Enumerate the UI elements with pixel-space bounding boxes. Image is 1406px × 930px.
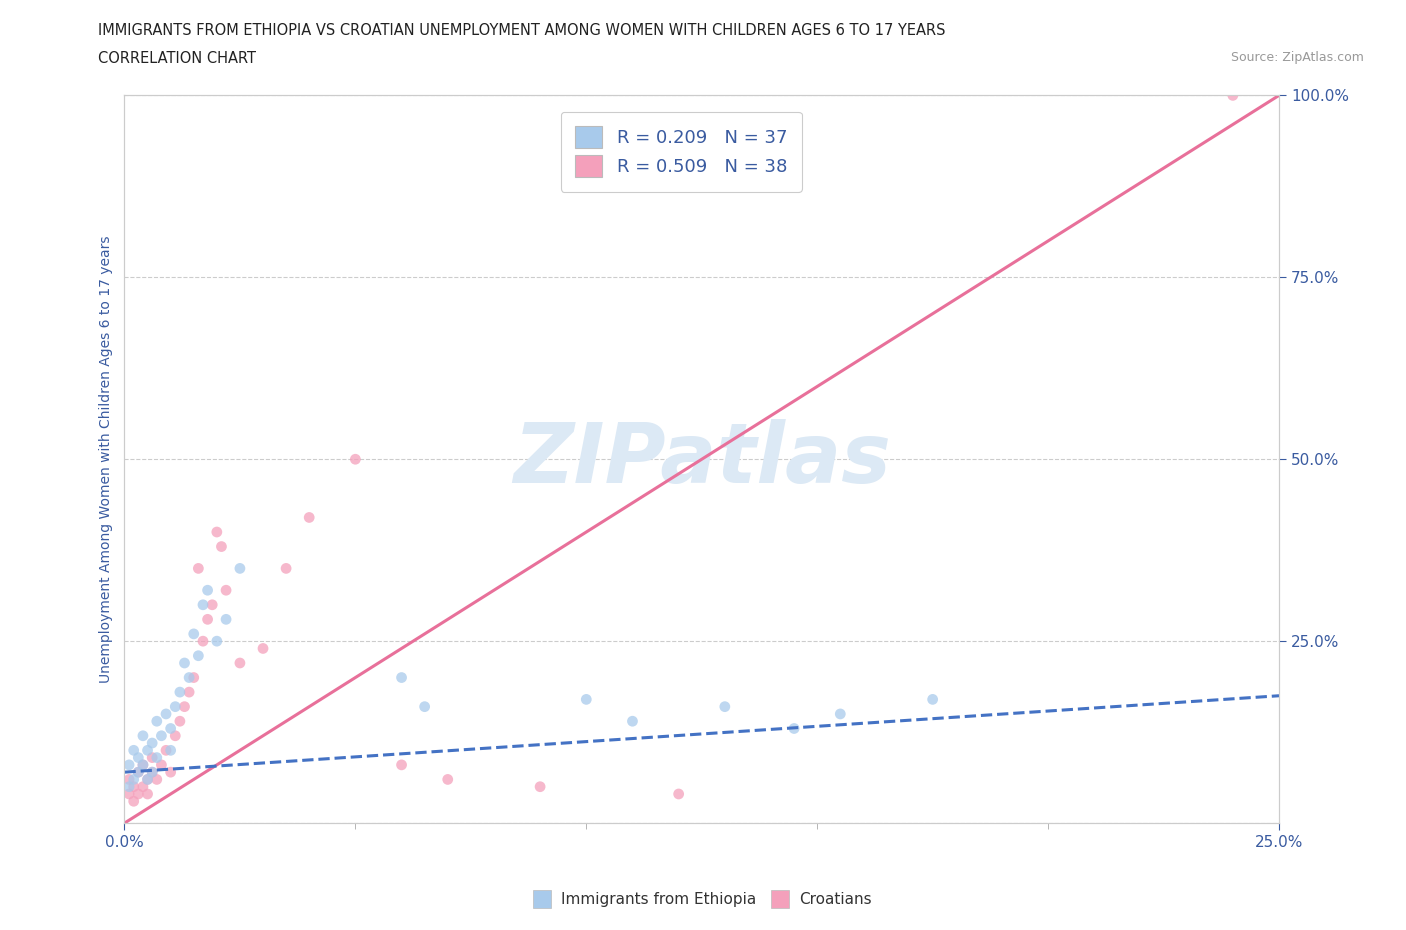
Point — [122, 779, 145, 794]
Point — [783, 721, 806, 736]
Point — [141, 764, 163, 779]
Point — [274, 561, 297, 576]
Point — [146, 751, 169, 765]
Point — [173, 699, 195, 714]
Point — [183, 671, 205, 685]
Point — [187, 561, 209, 576]
Point — [921, 692, 943, 707]
Point — [118, 772, 141, 787]
Point — [215, 612, 238, 627]
Point — [197, 612, 219, 627]
Point — [159, 764, 181, 779]
Point — [529, 779, 551, 794]
Point — [436, 772, 458, 787]
Point — [165, 728, 187, 743]
Point — [830, 707, 852, 722]
Point — [191, 597, 214, 612]
Legend: R = 0.209   N = 37, R = 0.509   N = 38: R = 0.209 N = 37, R = 0.509 N = 38 — [561, 112, 801, 192]
Point — [187, 648, 209, 663]
Point — [118, 787, 141, 802]
Point — [668, 787, 690, 802]
Point — [229, 561, 252, 576]
Point — [136, 743, 159, 758]
Point — [122, 794, 145, 809]
Point — [391, 671, 413, 685]
Point — [344, 452, 367, 467]
Point — [173, 656, 195, 671]
Point — [127, 764, 149, 779]
Point — [179, 684, 201, 699]
Point — [391, 757, 413, 772]
Point — [298, 510, 321, 525]
Point — [136, 787, 159, 802]
Point — [229, 656, 252, 671]
Point — [150, 728, 173, 743]
Point — [211, 539, 233, 554]
Point — [179, 671, 201, 685]
Point — [155, 707, 177, 722]
Point — [132, 779, 155, 794]
Point — [159, 743, 181, 758]
Point — [136, 772, 159, 787]
Point — [150, 757, 173, 772]
Text: CORRELATION CHART: CORRELATION CHART — [98, 51, 256, 66]
Point — [205, 525, 228, 539]
Legend: Immigrants from Ethiopia, Croatians: Immigrants from Ethiopia, Croatians — [527, 886, 879, 913]
Point — [141, 764, 163, 779]
Y-axis label: Unemployment Among Women with Children Ages 6 to 17 years: Unemployment Among Women with Children A… — [100, 235, 114, 683]
Point — [159, 721, 181, 736]
Point — [127, 787, 149, 802]
Text: IMMIGRANTS FROM ETHIOPIA VS CROATIAN UNEMPLOYMENT AMONG WOMEN WITH CHILDREN AGES: IMMIGRANTS FROM ETHIOPIA VS CROATIAN UNE… — [98, 23, 946, 38]
Point — [575, 692, 598, 707]
Point — [141, 736, 163, 751]
Point — [252, 641, 274, 656]
Point — [122, 743, 145, 758]
Point — [132, 757, 155, 772]
Point — [169, 684, 191, 699]
Point — [201, 597, 224, 612]
Point — [191, 633, 214, 648]
Point — [714, 699, 737, 714]
Point — [122, 772, 145, 787]
Point — [205, 633, 228, 648]
Point — [132, 728, 155, 743]
Point — [127, 751, 149, 765]
Point — [118, 757, 141, 772]
Point — [127, 764, 149, 779]
Point — [118, 779, 141, 794]
Point — [169, 714, 191, 729]
Point — [146, 772, 169, 787]
Point — [132, 757, 155, 772]
Point — [413, 699, 436, 714]
Point — [621, 714, 644, 729]
Point — [146, 714, 169, 729]
Point — [183, 627, 205, 642]
Text: ZIPatlas: ZIPatlas — [513, 418, 890, 499]
Point — [136, 772, 159, 787]
Point — [141, 751, 163, 765]
Point — [215, 583, 238, 598]
Point — [197, 583, 219, 598]
Point — [165, 699, 187, 714]
Point — [155, 743, 177, 758]
Point — [1222, 88, 1244, 103]
Text: Source: ZipAtlas.com: Source: ZipAtlas.com — [1230, 51, 1364, 64]
